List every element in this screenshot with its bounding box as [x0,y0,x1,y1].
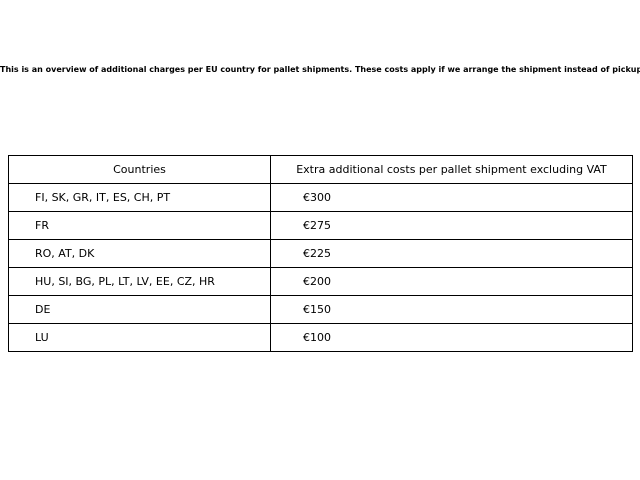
cost-cell: €100 [270,323,633,352]
cost-cell: €200 [270,267,633,296]
countries-cell: DE [8,295,271,324]
countries-cell: LU [8,323,271,352]
cost-cell: €300 [270,183,633,212]
charges-table: Countries Extra additional costs per pal… [8,155,633,352]
cost-cell: €225 [270,239,633,268]
table-row: RO, AT, DK €225 [8,239,633,268]
countries-column-header: Countries [8,155,271,184]
table-row: LU €100 [8,323,633,352]
countries-cell: RO, AT, DK [8,239,271,268]
table-row: HU, SI, BG, PL, LT, LV, EE, CZ, HR €200 [8,267,633,296]
countries-cell: FI, SK, GR, IT, ES, CH, PT [8,183,271,212]
table-row: FR €275 [8,211,633,240]
costs-column-header: Extra additional costs per pallet shipme… [270,155,633,184]
overview-note: This is an overview of additional charge… [0,65,640,74]
cost-cell: €150 [270,295,633,324]
table-row: DE €150 [8,295,633,324]
table-row: FI, SK, GR, IT, ES, CH, PT €300 [8,183,633,212]
countries-cell: HU, SI, BG, PL, LT, LV, EE, CZ, HR [8,267,271,296]
countries-cell: FR [8,211,271,240]
table-header-row: Countries Extra additional costs per pal… [8,155,633,184]
cost-cell: €275 [270,211,633,240]
